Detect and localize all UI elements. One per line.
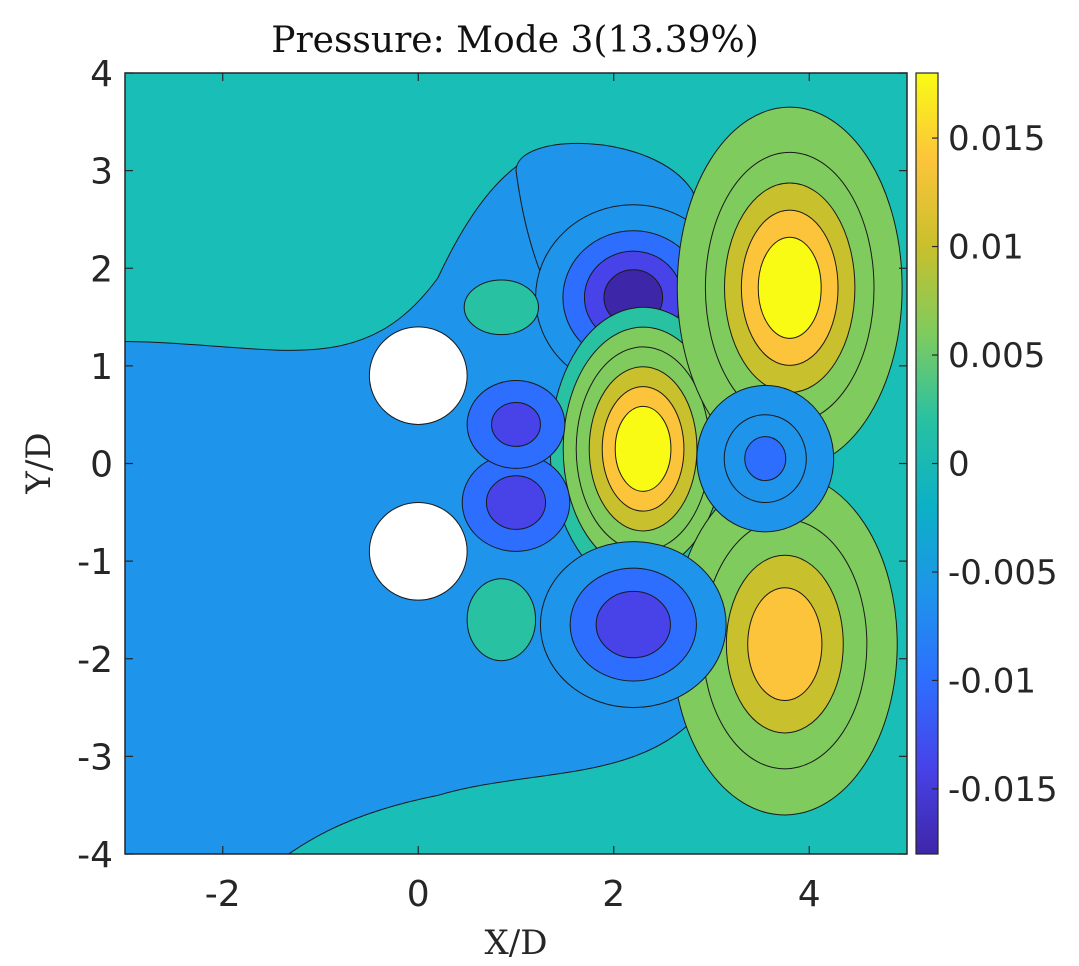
contour-feature xyxy=(539,541,727,709)
contour-feature xyxy=(461,453,571,552)
y-tick-label: 4 xyxy=(90,54,113,95)
colorbar-tick-label: 0.01 xyxy=(948,228,1024,268)
contour-band xyxy=(614,405,672,492)
contour-band xyxy=(595,590,671,659)
y-tick-label: -2 xyxy=(77,640,113,681)
x-axis: -2 0 2 4 xyxy=(205,73,821,915)
x-tick-label: 4 xyxy=(798,874,821,915)
y-tick-label: 0 xyxy=(90,445,113,486)
cylinders xyxy=(368,326,468,601)
contour-feature xyxy=(696,384,835,533)
y-tick-label: 3 xyxy=(90,152,113,193)
y-tick-label: -1 xyxy=(77,542,113,583)
contour-band xyxy=(466,578,537,662)
contour-band xyxy=(747,587,823,701)
y-tick-label: 1 xyxy=(90,347,113,388)
contour-band xyxy=(463,279,539,336)
contour-band xyxy=(757,236,822,339)
contour-feature xyxy=(466,380,566,469)
y-tick-label: 2 xyxy=(90,249,113,290)
contour-feature xyxy=(676,106,903,469)
colorbar-tick-label: -0.015 xyxy=(948,770,1058,810)
contour-band xyxy=(485,475,547,530)
colorbar-ticks: 0.015 0.01 0.005 0 -0.005 -0.01 -0.015 xyxy=(932,119,1058,810)
cylinder xyxy=(368,326,468,425)
contour-field xyxy=(125,106,903,854)
x-tick-label: 0 xyxy=(407,874,430,915)
colorbar: 0.015 0.01 0.005 0 -0.005 -0.01 -0.015 xyxy=(915,72,1058,855)
x-tick-label: -2 xyxy=(205,874,241,915)
colorbar-tick-label: 0 xyxy=(948,445,970,485)
cylinder xyxy=(368,502,468,601)
contour-band xyxy=(491,401,541,447)
plot-area xyxy=(125,73,907,854)
x-tick-label: 2 xyxy=(602,874,625,915)
contour-feature xyxy=(671,472,898,816)
x-axis-label: X/D xyxy=(485,923,548,963)
y-axis: 4 3 2 1 0 -1 -2 -3 -4 xyxy=(77,54,907,876)
y-tick-label: -4 xyxy=(77,835,113,876)
y-tick-label: -3 xyxy=(77,737,113,778)
y-axis-label: Y/D xyxy=(19,432,59,494)
colorbar-tick-label: 0.005 xyxy=(948,336,1045,376)
contour-band xyxy=(744,436,787,482)
colorbar-tick-label: 0.015 xyxy=(948,119,1045,159)
chart-title: Pressure: Mode 3(13.39%) xyxy=(271,20,759,61)
contour-feature xyxy=(463,279,539,336)
colorbar-tick-label: -0.01 xyxy=(948,661,1036,701)
colorbar-tick-label: -0.005 xyxy=(948,553,1058,593)
contour-feature xyxy=(466,578,537,662)
